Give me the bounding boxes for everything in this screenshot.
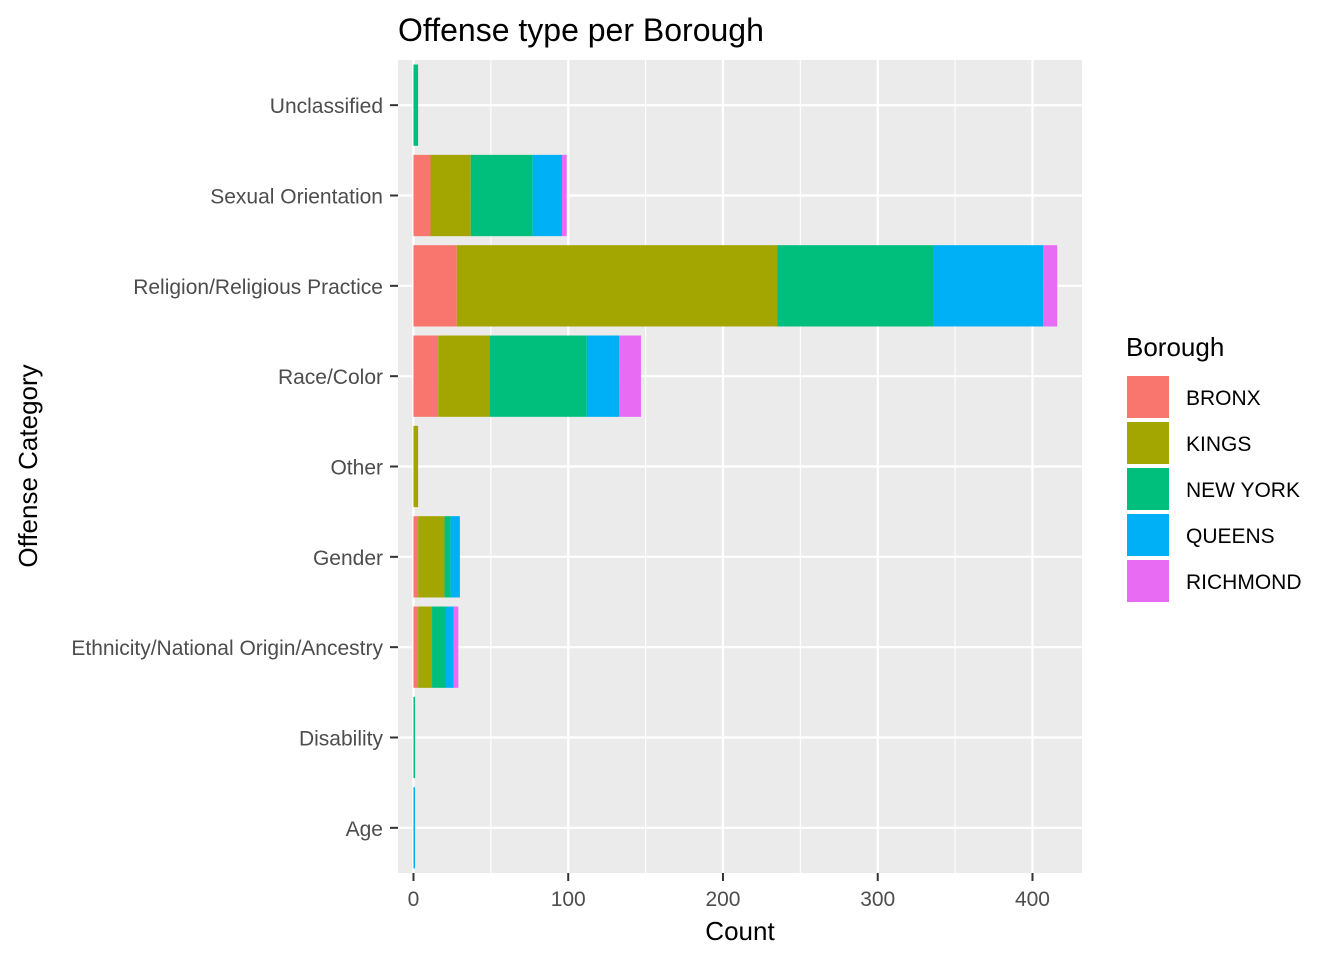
x-tick-label: 400 <box>1015 888 1050 911</box>
bar-segment <box>432 606 446 688</box>
grid-lines <box>398 60 1082 873</box>
bar-segment <box>445 606 454 688</box>
bar-segment <box>450 516 460 598</box>
x-axis: 0 100 200 300 400 <box>408 873 1050 911</box>
y-tick-label: Religion/Religious Practice <box>133 276 383 299</box>
bar-segment <box>586 335 620 417</box>
bar-segment <box>418 606 433 688</box>
bar-segment <box>489 335 587 417</box>
bar-segment <box>413 606 419 688</box>
bars <box>413 64 1058 869</box>
x-axis-title: Count <box>705 916 775 946</box>
y-tick-label: Unclassified <box>270 95 383 118</box>
legend-label: KINGS <box>1186 433 1251 456</box>
x-tick-label: 300 <box>860 888 895 911</box>
bar-segment <box>413 787 416 869</box>
bar-segment <box>444 516 451 598</box>
bar-segment <box>413 64 419 146</box>
bar-segment <box>418 516 445 598</box>
bar-segment <box>413 154 431 237</box>
bar-segment <box>619 335 641 417</box>
y-tick-label: Race/Color <box>278 366 383 389</box>
legend-label: QUEENS <box>1186 525 1275 548</box>
y-axis-title: Offense Category <box>13 364 43 567</box>
bar-segment <box>453 606 459 688</box>
legend-title: Borough <box>1126 332 1224 362</box>
y-axis: Age Disability Ethnicity/National Origin/A… <box>71 95 398 841</box>
bar-segment <box>413 425 419 508</box>
x-tick-label: 200 <box>705 888 740 911</box>
x-tick-label: 0 <box>408 888 420 911</box>
bar-segment <box>470 154 533 237</box>
bar-segment <box>456 245 778 327</box>
legend: Borough BRONX KINGS NEW YORK QUEENS RICHMOND <box>1126 332 1302 602</box>
x-tick-label: 100 <box>551 888 586 911</box>
bar-segment <box>430 154 471 237</box>
bar-segment <box>777 245 934 327</box>
y-tick-label: Ethnicity/National Origin/Ancestry <box>71 637 383 660</box>
legend-key <box>1127 560 1169 602</box>
bar-segment <box>562 154 567 237</box>
chart-title: Offense type per Borough <box>398 12 764 48</box>
bar-segment <box>1043 245 1058 327</box>
y-tick-label: Gender <box>313 547 383 570</box>
legend-label: BRONX <box>1186 387 1261 410</box>
bar-segment <box>413 245 457 327</box>
legend-key <box>1127 514 1169 556</box>
bar-segment <box>413 696 416 779</box>
bar-segment <box>532 154 563 237</box>
bar-segment <box>413 516 419 598</box>
bar-segment <box>413 335 439 417</box>
bar-segment <box>438 335 490 417</box>
legend-key <box>1127 422 1169 464</box>
y-tick-label: Disability <box>299 728 384 751</box>
y-tick-label: Sexual Orientation <box>210 186 383 209</box>
bar-segment <box>933 245 1044 327</box>
y-tick-label: Age <box>346 818 383 841</box>
legend-label: NEW YORK <box>1186 479 1300 502</box>
legend-key <box>1127 376 1169 418</box>
legend-key <box>1127 468 1169 510</box>
y-tick-label: Other <box>330 457 383 480</box>
legend-label: RICHMOND <box>1186 571 1302 594</box>
